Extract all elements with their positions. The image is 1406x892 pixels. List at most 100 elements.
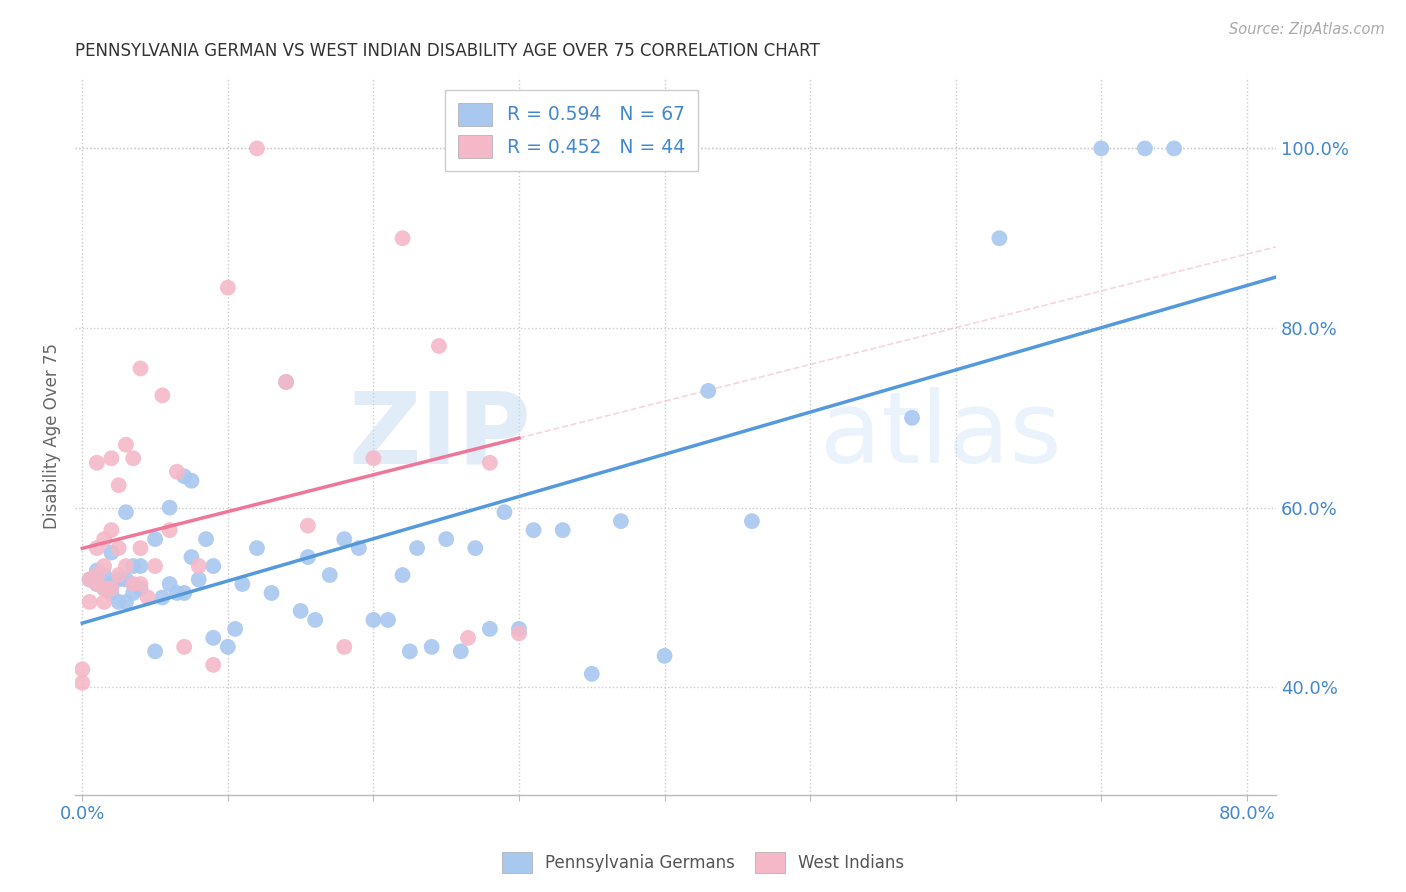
Point [434,532,457,546]
Point [202,657,225,672]
Point [72,675,94,690]
Point [159,523,181,537]
Point [333,640,356,654]
Point [93,559,115,574]
Point [100,523,122,537]
Point [406,541,429,555]
Point [610,514,633,528]
Point [217,640,239,654]
Point [107,478,129,492]
Point [508,626,530,640]
Legend: R = 0.594   N = 67, R = 0.452   N = 44: R = 0.594 N = 67, R = 0.452 N = 44 [444,89,697,171]
Point [143,644,166,658]
Point [274,375,297,389]
Point [143,559,166,574]
Point [420,640,443,654]
Point [173,640,195,654]
Point [159,577,181,591]
Point [1133,141,1156,155]
Point [180,550,202,565]
Point [363,451,385,466]
Point [100,582,122,596]
Point [195,532,218,546]
Point [202,631,225,645]
Point [86,564,108,578]
Point [107,573,129,587]
Point [86,577,108,591]
Point [100,577,122,591]
Point [86,456,108,470]
Point [115,573,138,587]
Point [478,622,501,636]
Point [100,451,122,466]
Point [297,518,319,533]
Point [391,568,413,582]
Point [159,500,181,515]
Point [79,573,101,587]
Point [107,595,129,609]
Point [494,505,516,519]
Point [581,666,603,681]
Text: PENNSYLVANIA GERMAN VS WEST INDIAN DISABILITY AGE OVER 75 CORRELATION CHART: PENNSYLVANIA GERMAN VS WEST INDIAN DISAB… [75,42,820,60]
Point [224,622,246,636]
Point [143,532,166,546]
Point [93,582,115,596]
Point [150,591,173,605]
Point [260,586,283,600]
Point [180,474,202,488]
Point [100,545,122,559]
Point [187,573,209,587]
Point [274,375,297,389]
Point [86,577,108,591]
Point [1090,141,1112,155]
Point [136,591,159,605]
Text: atlas: atlas [820,387,1062,484]
Point [115,559,138,574]
Point [741,514,763,528]
Point [697,384,720,398]
Point [427,339,450,353]
Point [129,577,152,591]
Y-axis label: Disability Age Over 75: Disability Age Over 75 [44,343,60,529]
Point [173,586,195,600]
Point [377,613,399,627]
Point [86,568,108,582]
Point [166,586,188,600]
Point [129,541,152,555]
Point [1163,141,1185,155]
Point [122,577,145,591]
Point [450,644,472,658]
Point [457,631,479,645]
Point [654,648,676,663]
Point [115,505,138,519]
Point [122,451,145,466]
Point [93,595,115,609]
Point [246,141,269,155]
Point [202,559,225,574]
Point [93,532,115,546]
Point [115,438,138,452]
Point [478,456,501,470]
Point [464,541,486,555]
Point [363,613,385,627]
Point [231,577,253,591]
Point [187,559,209,574]
Point [304,613,326,627]
Point [522,523,544,537]
Point [129,361,152,376]
Point [319,568,342,582]
Point [93,568,115,582]
Point [551,523,574,537]
Point [246,541,269,555]
Point [100,586,122,600]
Point [290,604,312,618]
Point [347,541,370,555]
Point [173,469,195,483]
Point [129,582,152,596]
Point [122,559,145,574]
Point [122,586,145,600]
Point [150,388,173,402]
Point [129,559,152,574]
Point [72,662,94,676]
Point [79,595,101,609]
